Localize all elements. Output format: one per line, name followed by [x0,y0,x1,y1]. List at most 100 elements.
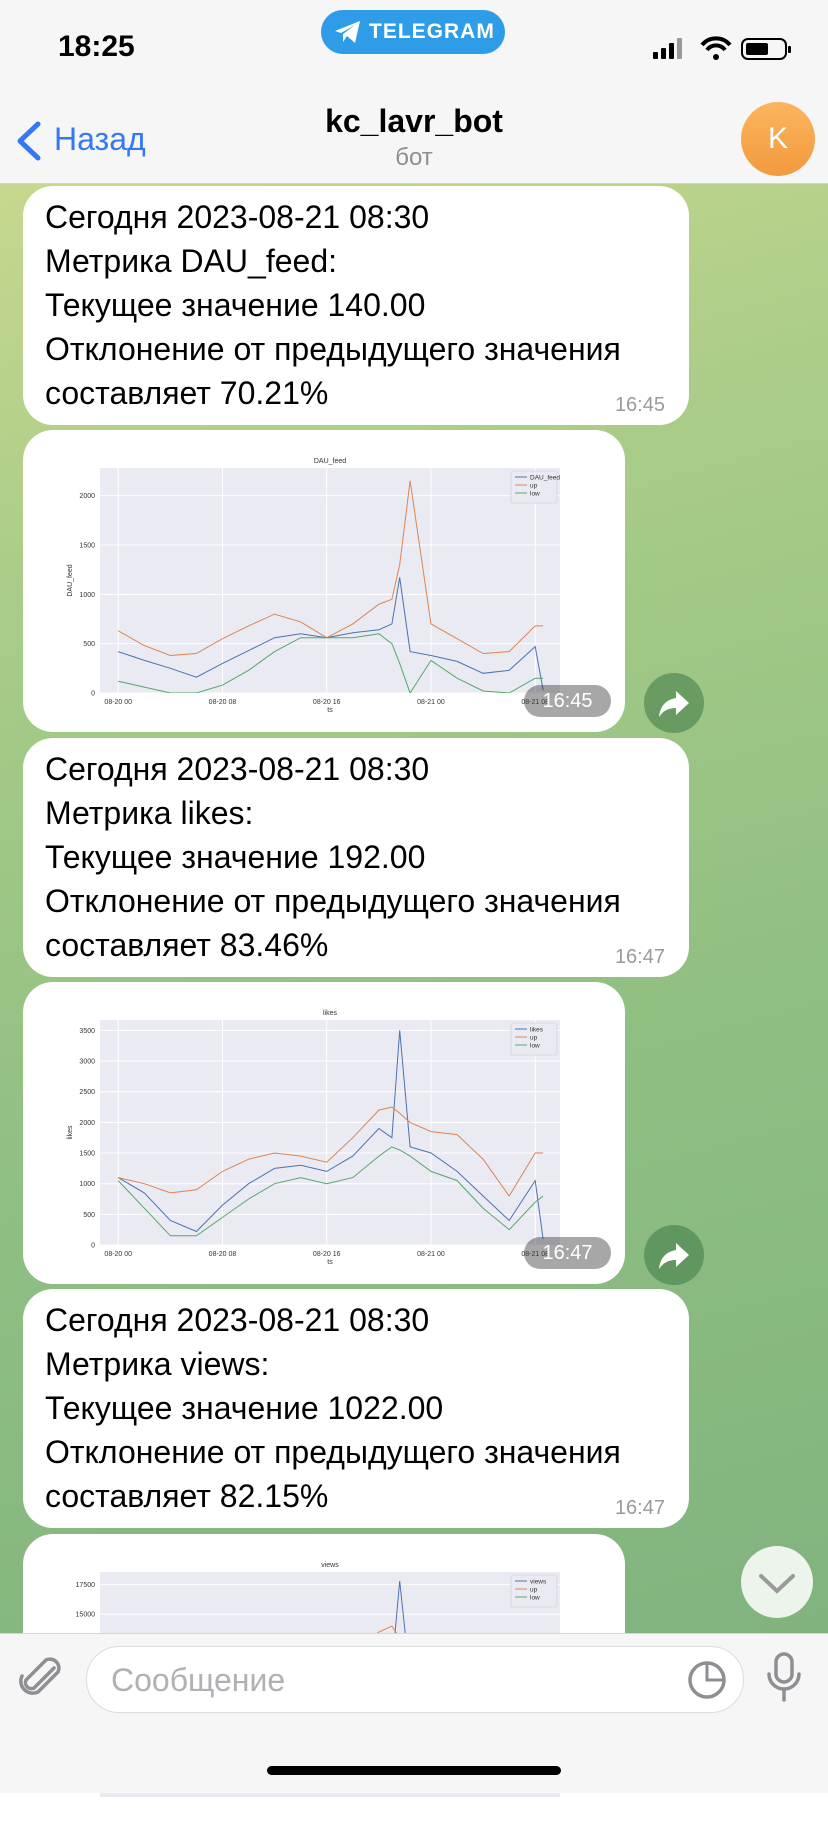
series-group [117,1030,544,1239]
message-line: составляет 82.15% [45,1478,329,1514]
back-chevron [17,121,41,161]
message-time: 16:47 [614,946,665,968]
attach-icon[interactable] [18,1654,66,1702]
legend-label: low [530,1594,540,1601]
y-axis-label: DAU_feed [67,564,74,596]
message-line: Сегодня 2023-08-21 08:30 [45,199,430,235]
y-tick-label: 1500 [79,1151,95,1158]
y-axis-label: likes [67,1125,74,1140]
pill-label: TELEGRAM [369,20,495,43]
plot-area [100,468,560,693]
chart: likes 0 500 1000 1500 2000 2500 3000 3500 08-20 0… [67,1010,560,1266]
image-time: 16:45 [524,685,611,717]
legend-label: views [530,1578,547,1585]
legend-label: up [530,1586,538,1593]
series-line [118,1106,544,1197]
mic-icon[interactable] [764,1652,804,1704]
chat-subtitle: бот [395,144,433,171]
legend-label: up [530,1034,538,1041]
chart-title: DAU_feed [314,458,346,465]
series-line [117,480,544,657]
y-tick-label: 1000 [79,592,95,599]
message-line: Метрика views: [45,1346,270,1382]
y-tick-label: 3000 [79,1059,95,1066]
legend-label: likes [530,1026,544,1033]
series-line [118,633,544,693]
back-label: Назад [54,121,146,157]
y-tick-label: 1500 [79,542,95,549]
message-line: Сегодня 2023-08-21 08:30 [45,751,430,787]
avatar[interactable]: K [741,102,815,176]
screen: Сегодня 2023-08-21 08:30 Метрика DAU_feed… [0,0,828,1797]
message-line: Текущее значение 140.00 [45,287,426,323]
series-line [118,577,544,691]
message-line: Текущее значение 1022.00 [45,1390,444,1426]
series-line [117,1030,544,1239]
y-tick-label: 500 [83,641,95,648]
series-line [117,1146,544,1237]
status-icons [653,36,791,60]
home-indicator [267,1766,561,1775]
x-tick-label: 08-20 00 [104,699,132,706]
top-bar: 18:25 TELEGRAM Назад kc_lavr_bot бот K [0,0,828,184]
x-tick-label: 08-20 08 [209,1251,237,1258]
chart-title: views [321,1562,339,1569]
chart-title: likes [323,1010,338,1017]
y-tick-label: 15000 [76,1612,96,1619]
message-line: Сегодня 2023-08-21 08:30 [45,1302,430,1338]
legend-box [510,1574,558,1608]
telegram-pill[interactable]: TELEGRAM [321,10,505,54]
legend-label: up [530,482,538,489]
y-tick-label: 2000 [79,1120,95,1127]
x-tick-label: 08-21 00 [417,699,445,706]
message-line: Отклонение от предыдущего значения [45,331,621,367]
message-bubble: Сегодня 2023-08-21 08:30 Метрика DAU_feed… [23,186,689,425]
y-tick-label: 500 [83,1212,95,1219]
x-tick-label: 08-21 08 [521,1251,549,1258]
y-tick-label: 2000 [79,493,95,500]
y-tick-label: 1000 [79,1181,95,1188]
forward-arrow [659,1243,689,1269]
forward-icon [659,1243,689,1269]
message-time: 16:47 [614,1497,665,1519]
message-line: Метрика DAU_feed: [45,243,337,279]
message-time: 16:45 [614,394,665,416]
message-bubble: Сегодня 2023-08-21 08:30 Метрика views: Те… [23,1289,689,1528]
scroll-down-button[interactable] [741,1546,813,1618]
clock: 18:25 [58,30,135,63]
forward-button[interactable] [644,673,704,733]
image-time: 16:47 [524,1237,611,1269]
forward-icon [659,691,689,717]
legend-label: low [530,490,540,497]
forward-button[interactable] [644,1225,704,1285]
series-group [117,480,544,693]
x-tick-label: 08-21 08 [521,699,549,706]
plot-area [100,1020,560,1245]
forward-arrow [659,691,689,717]
image-bubble: DAU_feed 0 500 1000 1500 2000 08-20 00 08-20 08… [23,430,625,732]
y-tick-label: 0 [91,1243,95,1250]
chat: Сегодня 2023-08-21 08:30 Метрика DAU_feed… [23,186,704,1797]
message-line: составляет 83.46% [45,927,329,963]
y-tick-label: 17500 [76,1582,96,1589]
message-line: составляет 70.21% [45,375,329,411]
message-bubble: Сегодня 2023-08-21 08:30 Метрика likes: Те… [23,738,689,977]
legend-label: low [530,1042,540,1049]
message-line: Отклонение от предыдущего значения [45,883,621,919]
message-line: Текущее значение 192.00 [45,839,426,875]
legend-label: DAU_feed [530,474,560,481]
chevron-down [759,1574,795,1594]
x-axis-label: ts [327,707,333,714]
legend-box [510,1022,558,1056]
legend-box [510,470,558,504]
message-line: Отклонение от предыдущего значения [45,1434,621,1470]
input-bar: Сообщение [0,1633,828,1793]
sticker-icon[interactable] [687,1660,727,1700]
chart: DAU_feed 0 500 1000 1500 2000 08-20 00 08-20 08… [67,458,560,714]
message-field[interactable]: Сообщение [86,1646,744,1713]
x-axis-label: ts [327,1259,333,1266]
message-line: Метрика likes: [45,795,254,831]
back-button[interactable]: Назад [14,117,164,161]
x-tick-label: 08-20 08 [209,699,237,706]
chat-title: kc_lavr_bot [325,103,503,139]
